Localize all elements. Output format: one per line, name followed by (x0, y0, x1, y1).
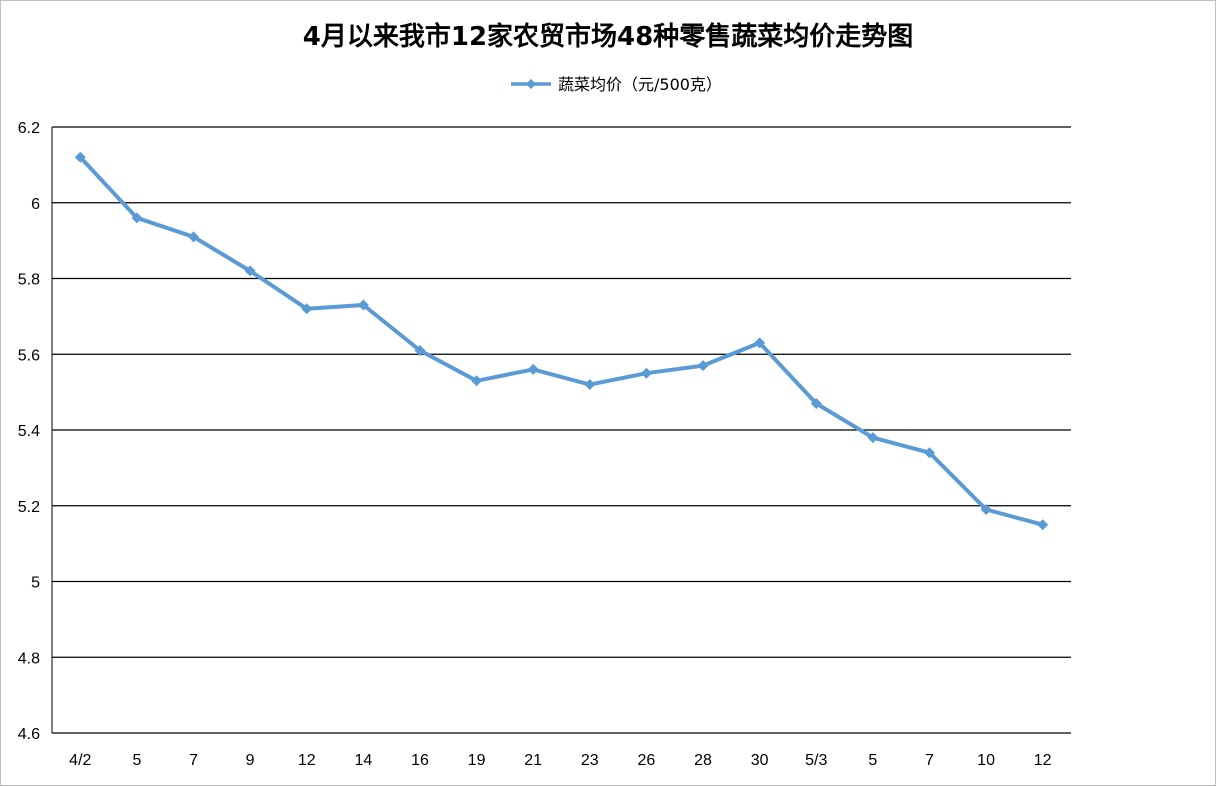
data-point (74, 151, 86, 163)
x-tick-label: 21 (524, 752, 542, 769)
y-axis-ticks: 6.2 6 5.8 5.6 5.4 5.2 5 4.8 4.6 (18, 120, 40, 743)
y-tick-label: 6.2 (18, 120, 40, 137)
y-tick-label: 5.8 (18, 272, 40, 289)
x-tick-label: 5 (132, 752, 141, 769)
x-tick-label: 7 (189, 752, 198, 769)
y-tick-label: 5.4 (18, 423, 40, 440)
data-point (923, 447, 935, 459)
data-point (471, 375, 483, 387)
x-tick-label: 19 (468, 752, 486, 769)
x-tick-label: 28 (694, 752, 712, 769)
data-point (1037, 519, 1049, 531)
gridlines (52, 126, 1071, 734)
data-point (131, 212, 143, 224)
data-point (810, 397, 822, 409)
x-tick-label: 26 (638, 752, 656, 769)
y-tick-label: 6 (31, 196, 40, 213)
x-tick-label: 12 (1034, 752, 1052, 769)
data-point (301, 303, 313, 315)
data-point (697, 360, 709, 372)
x-tick-label: 4/2 (69, 752, 91, 769)
y-tick-label: 4.6 (18, 726, 40, 743)
x-tick-label: 30 (751, 752, 769, 769)
data-point (867, 432, 879, 444)
y-tick-label: 5.6 (18, 347, 40, 364)
legend-label: 蔬菜均价（元/500克） (558, 75, 722, 94)
data-point (188, 231, 200, 243)
data-point (584, 379, 596, 391)
x-tick-label: 14 (354, 752, 372, 769)
x-tick-label: 5 (868, 752, 877, 769)
x-tick-label: 16 (411, 752, 429, 769)
data-point (414, 344, 426, 356)
legend: 蔬菜均价（元/500克） (511, 75, 722, 94)
x-tick-label: 23 (581, 752, 599, 769)
x-tick-label: 7 (925, 752, 934, 769)
y-tick-label: 4.8 (18, 650, 40, 667)
chart-title: 4月以来我市12家农贸市场48种零售蔬菜均价走势图 (303, 21, 913, 52)
data-point (527, 363, 539, 375)
series-line (78, 155, 1045, 527)
y-tick-label: 5 (31, 575, 40, 592)
y-tick-label: 5.2 (18, 499, 40, 516)
x-tick-label: 12 (298, 752, 316, 769)
series-vegetable-price (74, 151, 1049, 531)
data-point (357, 299, 369, 311)
data-point (754, 337, 766, 349)
data-point (640, 367, 652, 379)
x-tick-label: 10 (977, 752, 995, 769)
data-point (244, 265, 256, 277)
x-tick-label: 9 (246, 752, 255, 769)
x-axis-ticks: 4/2 5 7 9 12 14 16 19 21 23 26 28 30 5/3 5 7 10 12 (69, 752, 1052, 769)
data-point (980, 504, 992, 516)
x-tick-label: 5/3 (805, 752, 827, 769)
legend-marker (526, 79, 536, 89)
